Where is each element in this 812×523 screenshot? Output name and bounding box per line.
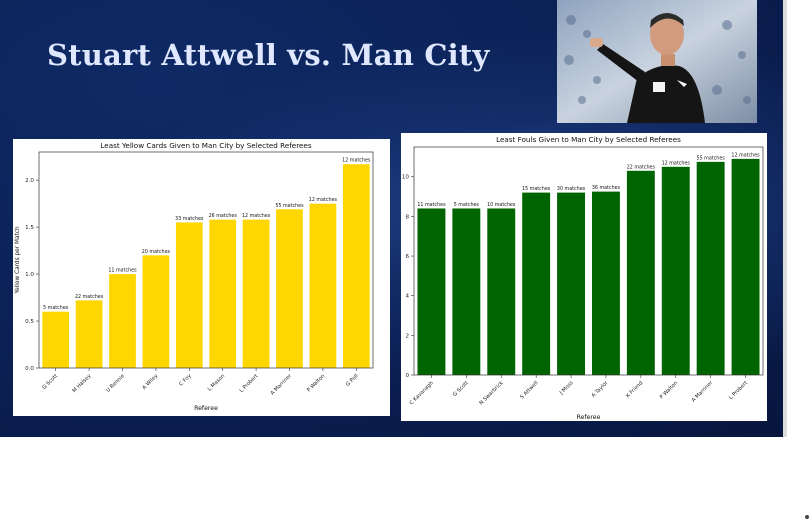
x-tick-label: A Marriner [691, 380, 715, 404]
bar [342, 164, 370, 368]
x-tick-label: C Foy [178, 373, 192, 387]
bar-data-label: 12 matches [731, 152, 760, 158]
x-tick-label: L Probert [239, 373, 260, 394]
x-tick-label: N Swarbrick [478, 380, 504, 406]
bar-data-label: 11 matches [108, 268, 137, 274]
bar-data-label: 12 matches [342, 158, 371, 164]
x-tick-label: S Attwell [519, 380, 539, 400]
x-tick-label: G Scott [452, 380, 470, 398]
bar [276, 209, 303, 368]
bar [417, 208, 446, 375]
x-tick-label: A Marriner [270, 373, 294, 397]
bar-data-label: 33 matches [175, 216, 204, 222]
y-axis-label: Yellow Cards per Match [15, 226, 21, 295]
x-tick-label: K Friend [625, 380, 644, 399]
y-tick-label: 2.0 [25, 178, 34, 184]
x-tick-label: P Walton [659, 380, 679, 400]
y-tick-label: 0.5 [25, 319, 34, 325]
bar [142, 255, 170, 368]
bar [209, 219, 237, 368]
bar-data-label: 26 matches [209, 213, 238, 219]
y-tick-label: 1.5 [25, 225, 34, 231]
bar [309, 203, 337, 368]
x-axis-label: Referee [577, 414, 601, 421]
bar [109, 274, 136, 368]
bar [487, 208, 516, 375]
bar-data-label: 22 matches [75, 294, 104, 300]
x-tick-label: P Walton [306, 373, 326, 393]
plot-frame [413, 146, 764, 376]
bar [522, 192, 551, 375]
bar [242, 219, 270, 368]
bar [731, 158, 760, 375]
bar [661, 166, 690, 375]
bar [591, 191, 620, 375]
y-tick-label: 8 [405, 214, 409, 220]
referee-photo [557, 0, 757, 123]
bar-data-label: 12 matches [662, 160, 691, 166]
x-tick-label: G Scott [41, 373, 59, 391]
bar [626, 170, 655, 375]
plot-frame [38, 151, 374, 369]
bar-data-label: 5 matches [454, 202, 480, 208]
fouls-chart: Least Fouls Given to Man City by Selecte… [401, 133, 767, 421]
bar [557, 192, 586, 375]
bar-data-label: 5 matches [43, 305, 69, 311]
bar-data-label: 55 matches [275, 203, 304, 209]
bar-data-label: 11 matches [417, 202, 446, 208]
x-axis-label: Referee [194, 405, 218, 412]
bar [175, 222, 203, 368]
chart-title: Least Fouls Given to Man City by Selecte… [496, 135, 681, 144]
bar-data-label: 55 matches [697, 155, 726, 161]
bar-data-label: 15 matches [522, 186, 551, 192]
x-tick-label: A Wiley [141, 373, 159, 391]
slide-title: Stuart Attwell vs. Man City [47, 38, 490, 72]
bar [452, 208, 481, 375]
x-tick-label: U Rennie [105, 373, 126, 394]
bar-data-label: 12 matches [242, 213, 271, 219]
y-tick-label: 6 [405, 254, 409, 260]
x-tick-label: M Halsey [72, 373, 93, 394]
x-tick-label: G Poll [345, 373, 360, 388]
bar-data-label: 36 matches [592, 185, 621, 191]
slide-background: Stuart Attwell vs. Man City [0, 0, 783, 437]
yellow-cards-chart: Least Yellow Cards Given to Man City by … [13, 139, 390, 416]
x-tick-label: A Taylor [591, 380, 610, 399]
slide-edge [783, 0, 787, 437]
bar-data-label: 30 matches [557, 186, 586, 192]
y-tick-label: 4 [405, 294, 409, 300]
bar-data-label: 12 matches [309, 197, 338, 203]
x-tick-label: L Probert [728, 380, 749, 401]
y-tick-label: 0.0 [25, 366, 34, 372]
page-indicator-dot [805, 515, 809, 519]
x-tick-label: J Moss [558, 380, 575, 397]
bar [42, 311, 70, 368]
x-tick-label: C Kavanagh [409, 380, 435, 406]
y-tick-label: 10 [402, 175, 410, 181]
x-tick-label: L Mason [207, 373, 226, 392]
y-tick-label: 2 [405, 333, 409, 339]
bar [75, 300, 103, 368]
y-tick-label: 0 [405, 373, 409, 379]
y-tick-label: 1.0 [25, 272, 34, 278]
bar-data-label: 20 matches [142, 249, 171, 255]
bar [696, 161, 725, 375]
bar-data-label: 10 matches [487, 202, 516, 208]
bar-data-label: 22 matches [627, 164, 656, 170]
chart-title: Least Yellow Cards Given to Man City by … [100, 141, 311, 150]
